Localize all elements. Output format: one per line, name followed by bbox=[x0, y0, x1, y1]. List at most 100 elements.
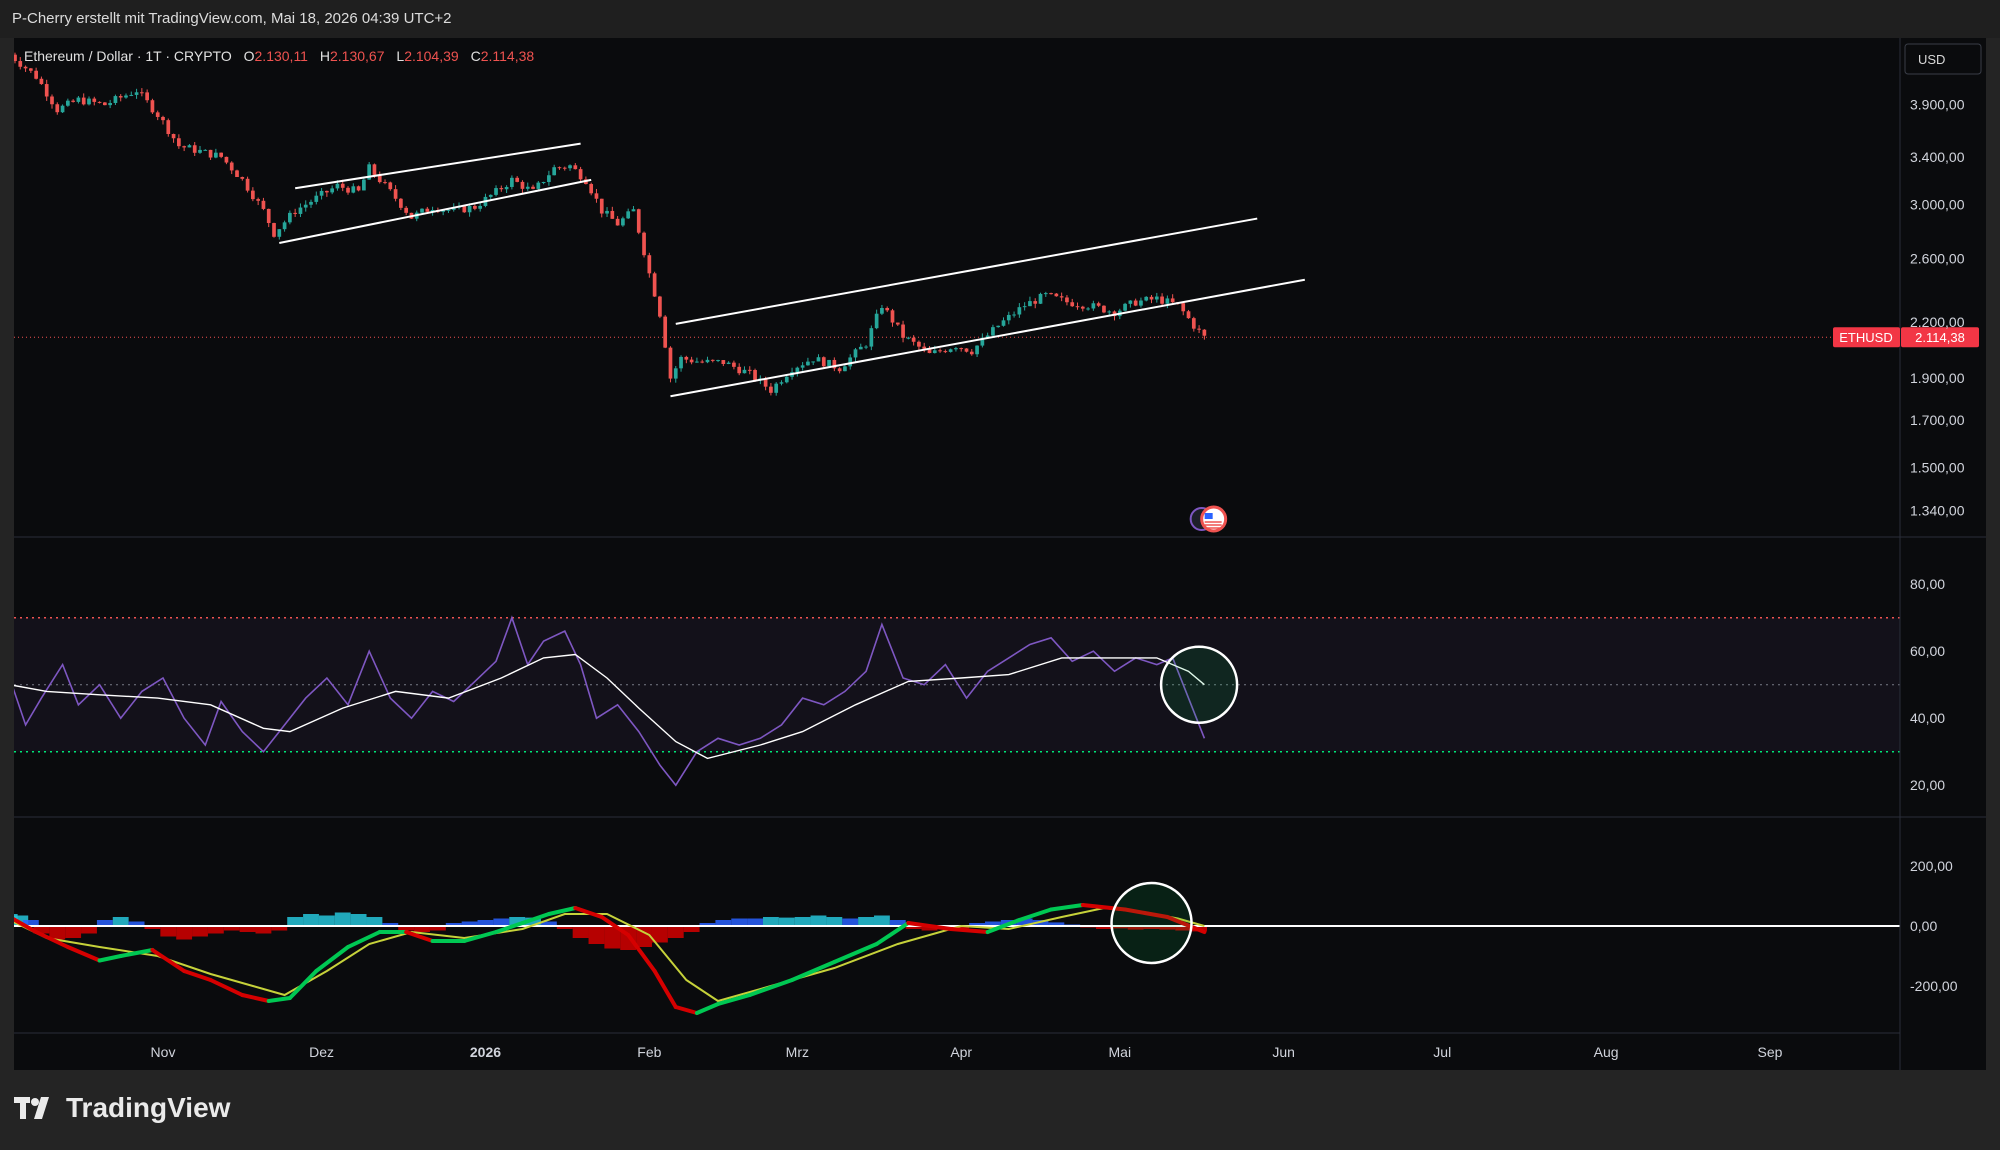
candle-body bbox=[547, 175, 551, 182]
candle-body bbox=[377, 174, 382, 183]
macd-histogram-bar bbox=[1127, 926, 1144, 930]
macd-histogram-bar bbox=[762, 917, 779, 926]
candle-body bbox=[631, 209, 636, 212]
candle-body bbox=[303, 204, 308, 208]
candle-body bbox=[14, 54, 17, 62]
candle-body bbox=[314, 195, 319, 202]
candle-body bbox=[821, 357, 826, 367]
candle-body bbox=[1191, 318, 1196, 329]
candle-body bbox=[954, 348, 958, 350]
macd-histogram-bar bbox=[49, 926, 66, 940]
symbol-legend[interactable]: Ethereum / Dollar · 1T · CRYPTO O2.130,1… bbox=[24, 48, 534, 64]
macd-histogram-bar bbox=[588, 926, 605, 944]
macd-line-segment bbox=[716, 993, 752, 1006]
candle-body bbox=[488, 194, 493, 197]
candle-body bbox=[103, 102, 107, 106]
candle-body bbox=[23, 66, 28, 69]
candle-body bbox=[663, 316, 668, 348]
candle-body bbox=[446, 209, 451, 211]
candle-body bbox=[747, 369, 752, 371]
macd-histogram-bar bbox=[22, 920, 39, 926]
candle-body bbox=[504, 186, 509, 190]
candle-body bbox=[282, 222, 287, 230]
time-axis-tick: Dez bbox=[309, 1044, 334, 1060]
candle-body bbox=[848, 357, 853, 367]
candle-body bbox=[346, 187, 350, 193]
candle-body bbox=[732, 362, 736, 367]
candle-body bbox=[50, 96, 54, 105]
candle-body bbox=[124, 95, 128, 98]
footer-bar bbox=[0, 1070, 2000, 1150]
candle-body bbox=[721, 360, 726, 365]
candle-body bbox=[182, 146, 186, 148]
currency-button[interactable]: USD bbox=[1904, 43, 1982, 75]
candle-body bbox=[187, 145, 192, 148]
macd-histogram-bar bbox=[810, 915, 827, 926]
time-axis-tick: Aug bbox=[1594, 1044, 1619, 1060]
macd-axis-tick: 0,00 bbox=[1910, 918, 1937, 934]
macd-histogram-bar bbox=[747, 918, 763, 926]
macd-histogram-bar bbox=[794, 917, 811, 926]
price-axis-tick: 1.900,00 bbox=[1910, 370, 1965, 386]
candle-body bbox=[150, 100, 155, 113]
chart-area[interactable]: Ethereum / Dollar · 1T · CRYPTO O2.130,1… bbox=[14, 38, 1986, 1070]
macd-axis-tick: 200,00 bbox=[1910, 858, 1953, 874]
trendline bbox=[675, 217, 1258, 325]
macd-histogram-bar bbox=[350, 914, 367, 926]
rsi-axis-tick: 40,00 bbox=[1910, 710, 1945, 726]
candle-body bbox=[319, 190, 324, 196]
macd-histogram-bar bbox=[160, 926, 177, 937]
rsi-axis-tick: 60,00 bbox=[1910, 643, 1945, 659]
candle-body bbox=[885, 308, 890, 311]
candle-body bbox=[589, 184, 594, 194]
candle-body bbox=[76, 97, 81, 102]
macd-signal-line bbox=[14, 906, 1205, 1003]
candle-body bbox=[673, 368, 678, 379]
macd-histogram-bar bbox=[1159, 926, 1176, 930]
candle-body bbox=[684, 356, 689, 360]
macd-histogram-bar bbox=[414, 926, 430, 932]
attribution-bar: P-Cherry erstellt mit TradingView.com, M… bbox=[0, 0, 2000, 38]
macd-histogram-bar bbox=[493, 918, 510, 926]
candle-body bbox=[642, 232, 646, 256]
candle-body bbox=[420, 208, 424, 213]
candle-body bbox=[726, 362, 731, 365]
time-axis-tick: Apr bbox=[950, 1044, 972, 1060]
candle-body bbox=[647, 255, 652, 274]
candle-body bbox=[356, 186, 361, 191]
time-axis-tick: Mai bbox=[1109, 1044, 1132, 1060]
candle-body bbox=[1202, 329, 1207, 336]
candle-body bbox=[1080, 306, 1085, 309]
macd-line-segment bbox=[208, 978, 245, 997]
macd-histogram-bar bbox=[556, 926, 573, 929]
candle-body bbox=[1123, 303, 1127, 311]
legend-low-label: L bbox=[396, 48, 404, 64]
macd-histogram-bar bbox=[1111, 926, 1128, 929]
chart-canvas[interactable]: Ethereum / Dollar · 1T · CRYPTO O2.130,1… bbox=[14, 38, 1986, 1070]
candle-body bbox=[161, 116, 165, 121]
candle-body bbox=[737, 366, 742, 374]
candle-body bbox=[330, 188, 335, 193]
tradingview-logo[interactable]: TradingView bbox=[14, 1092, 230, 1124]
candle-body bbox=[531, 186, 535, 189]
macd-line-segment bbox=[287, 969, 319, 1000]
candle-body bbox=[843, 366, 847, 372]
candle-body bbox=[1065, 297, 1069, 303]
candle-body bbox=[1133, 300, 1138, 306]
candle-body bbox=[39, 78, 44, 85]
svg-text:Ethereum / Dollar · 1T · CRYPT: Ethereum / Dollar · 1T · CRYPTO O2.130,1… bbox=[24, 48, 534, 64]
candle-body bbox=[996, 325, 1001, 328]
macd-histogram-bar bbox=[271, 926, 288, 931]
candle-body bbox=[192, 145, 197, 153]
candle-body bbox=[266, 208, 271, 224]
macd-histogram-bar bbox=[778, 917, 795, 926]
candle-body bbox=[1160, 296, 1164, 304]
macd-histogram-bar bbox=[128, 921, 145, 926]
macd-histogram-bar bbox=[366, 917, 383, 926]
candle-body bbox=[911, 337, 916, 342]
candle-body bbox=[689, 359, 694, 363]
macd-histogram-bar bbox=[604, 926, 621, 949]
candle-body bbox=[626, 211, 631, 219]
candle-body bbox=[340, 183, 345, 188]
candle-body bbox=[383, 182, 387, 184]
